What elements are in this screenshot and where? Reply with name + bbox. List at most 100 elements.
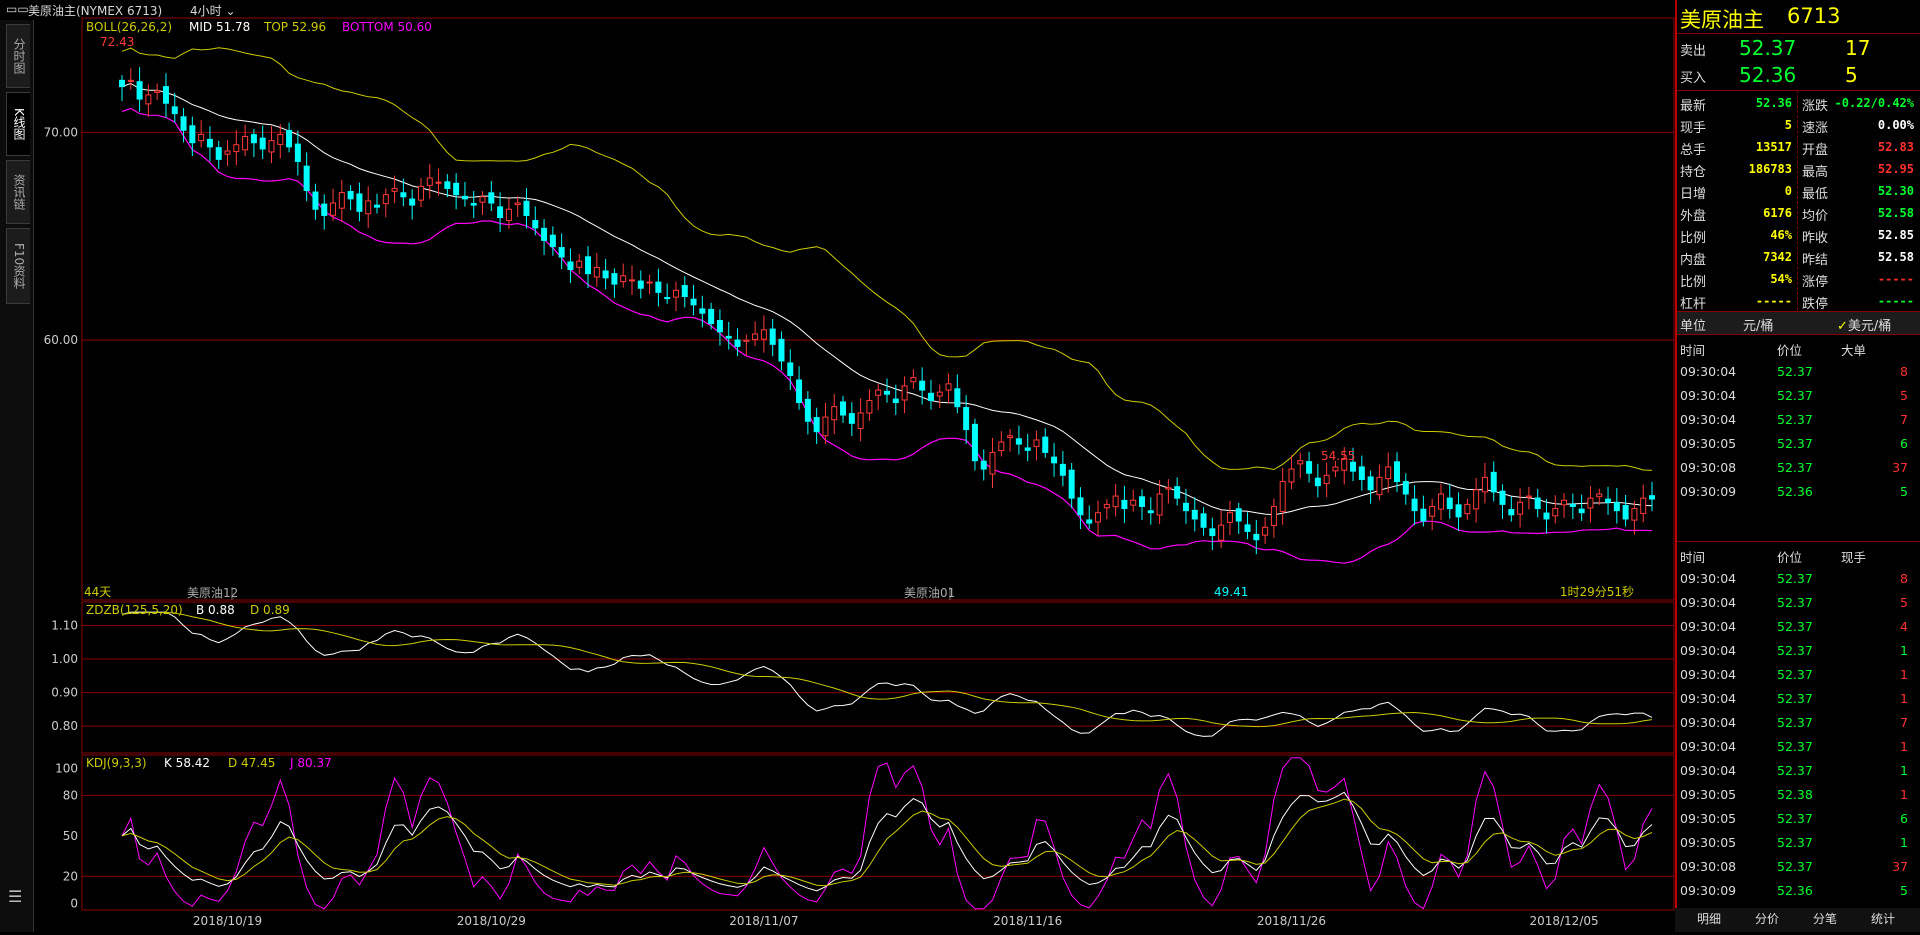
stat-row: 持仓 186783 最高 52.95	[1677, 158, 1920, 180]
candle	[409, 189, 416, 220]
list-item[interactable]: 09:30:08 52.37 37	[1677, 855, 1920, 879]
candle	[980, 449, 987, 481]
instrument-title[interactable]: 美原油主(NYMEX 6713)	[28, 4, 163, 18]
list-item[interactable]: 09:30:04 52.37 8	[1677, 360, 1920, 384]
candle	[1561, 493, 1568, 518]
menu-icon[interactable]: ☰	[8, 887, 23, 906]
stat-label: 开盘	[1802, 143, 1829, 158]
candle	[822, 402, 829, 445]
candle-body	[1596, 493, 1603, 498]
stat-value: 52.58	[1877, 250, 1914, 264]
candle-body	[1068, 469, 1075, 499]
tab-tick[interactable]: 分笔	[1813, 912, 1838, 926]
candle-body	[1446, 497, 1453, 510]
unit-usd-toggle[interactable]: ✓美元/桶	[1837, 319, 1892, 334]
candle-body	[1429, 505, 1436, 517]
candle-body	[391, 187, 398, 192]
candle-body	[1376, 476, 1383, 496]
list-item[interactable]: 09:30:05 52.38 1	[1677, 783, 1920, 807]
candle-body	[1481, 476, 1488, 493]
stat-label: 跌停	[1802, 297, 1829, 312]
candle	[857, 398, 864, 442]
unit-cny[interactable]: 元/桶	[1743, 319, 1774, 334]
quote-name: 美原油主	[1680, 8, 1764, 32]
candle-body	[136, 81, 143, 100]
candle	[1156, 480, 1163, 525]
candle	[804, 391, 811, 435]
candle	[963, 395, 970, 444]
candle-body	[875, 389, 882, 396]
boll-mid-line	[121, 82, 1653, 516]
row-time: 09:30:04	[1680, 643, 1737, 658]
candle	[1569, 493, 1576, 520]
stat-label: 比例	[1680, 231, 1707, 246]
boll-mid-value: MID 51.78	[189, 20, 250, 34]
candle	[646, 274, 653, 295]
list-item[interactable]: 09:30:09 52.36 5	[1677, 879, 1920, 903]
candle	[1068, 462, 1075, 509]
candle	[1358, 455, 1365, 491]
candle-body	[1103, 503, 1110, 509]
zdzb-indicator	[121, 611, 1653, 737]
candle	[1455, 492, 1462, 532]
list-item[interactable]: 09:30:05 52.37 6	[1677, 432, 1920, 456]
tab-stats[interactable]: 统计	[1871, 912, 1896, 926]
list-item[interactable]: 09:30:04 52.37 5	[1677, 591, 1920, 615]
list-item[interactable]: 09:30:05 52.37 1	[1677, 831, 1920, 855]
candle	[1218, 510, 1225, 549]
row-price: 52.38	[1777, 787, 1813, 802]
candle	[189, 116, 196, 157]
candle-body	[1314, 477, 1321, 487]
candle-body	[382, 194, 389, 205]
candle-body	[1174, 486, 1181, 499]
tab-news[interactable]: 资讯链	[6, 160, 30, 224]
candle-body	[549, 234, 556, 248]
candle	[1490, 461, 1497, 502]
candle-body	[1130, 499, 1137, 506]
list-item[interactable]: 09:30:04 52.37 8	[1677, 567, 1920, 591]
list-item[interactable]: 09:30:08 52.37 37	[1677, 456, 1920, 480]
candle-body	[558, 247, 565, 258]
list-item[interactable]: 09:30:04 52.37 5	[1677, 384, 1920, 408]
tab-timeshare[interactable]: 分时图	[6, 24, 30, 88]
list-item[interactable]: 09:30:04 52.37 7	[1677, 711, 1920, 735]
candle-body	[1402, 481, 1409, 495]
list-item[interactable]: 09:30:04 52.37 1	[1677, 759, 1920, 783]
candle	[567, 248, 574, 283]
candle-body	[884, 390, 890, 395]
list-item[interactable]: 09:30:04 52.37 4	[1677, 615, 1920, 639]
candle-body	[637, 280, 644, 289]
stat-value: 46%	[1770, 228, 1792, 242]
candle-body	[919, 380, 926, 391]
tab-price[interactable]: 分价	[1755, 912, 1780, 926]
tab-detail[interactable]: 明细	[1697, 912, 1722, 926]
candle	[374, 193, 380, 214]
panel-frame	[81, 754, 1675, 911]
stat-label: 杠杆	[1680, 297, 1707, 312]
list-item[interactable]: 09:30:05 52.37 6	[1677, 807, 1920, 831]
candle-body	[1059, 463, 1066, 476]
list-item[interactable]: 09:30:04 52.37 7	[1677, 408, 1920, 432]
candle	[532, 206, 539, 236]
buy-price: 52.36	[1739, 63, 1797, 87]
x-date-label: 2018/11/26	[1257, 914, 1326, 928]
list-item[interactable]: 09:30:09 52.36 5	[1677, 480, 1920, 504]
stat-value: -----	[1755, 294, 1792, 308]
candle	[1015, 425, 1022, 455]
candle	[1147, 497, 1154, 525]
period-selector[interactable]: 4小时 ⌄	[190, 4, 236, 18]
candle	[198, 120, 205, 148]
kline-chart[interactable]: 70.00 60.00 1.10 1.00 0.90 0.80 100 80 50 20 0 2018…	[34, 0, 1675, 932]
list-item[interactable]: 09:30:04 52.37 1	[1677, 663, 1920, 687]
candle	[461, 181, 468, 207]
candle-body	[1262, 526, 1269, 536]
candle-body	[286, 129, 293, 148]
list-item[interactable]: 09:30:04 52.37 1	[1677, 639, 1920, 663]
list-item[interactable]: 09:30:04 52.37 1	[1677, 687, 1920, 711]
candle	[435, 168, 442, 196]
candle	[655, 268, 662, 307]
list-item[interactable]: 09:30:04 52.37 1	[1677, 735, 1920, 759]
candle	[840, 395, 847, 423]
tab-f10[interactable]: F10资料	[6, 228, 30, 304]
tab-kline[interactable]: K线图	[6, 92, 30, 156]
